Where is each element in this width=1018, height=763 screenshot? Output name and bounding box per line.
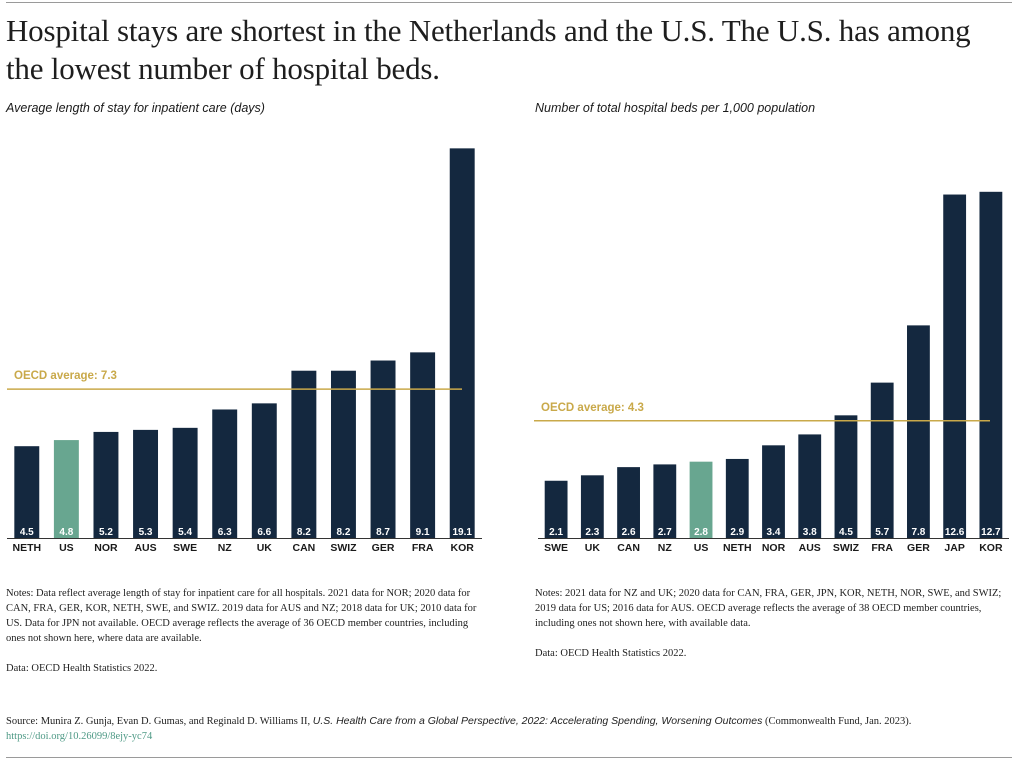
bar-value-label: 6.3 (218, 527, 232, 538)
bar-value-label: 5.7 (875, 527, 889, 538)
source-report-title: U.S. Health Care from a Global Perspecti… (312, 715, 763, 727)
bar-value-label: 8.7 (376, 527, 390, 538)
bar-value-label: 4.5 (839, 527, 853, 538)
bar-value-label: 19.1 (452, 527, 472, 538)
source-suffix: (Commonwealth Fund, Jan. 2023). (762, 716, 912, 727)
bar-value-label: 2.8 (694, 527, 708, 538)
bar-ger (370, 360, 396, 538)
category-label: CAN (293, 542, 316, 554)
bar-jap (943, 194, 967, 539)
bar-can (291, 370, 317, 538)
category-label: SWE (173, 542, 197, 554)
bar-value-label: 4.5 (20, 527, 34, 538)
bar-value-label: 8.2 (337, 527, 351, 538)
category-label: NETH (12, 542, 41, 554)
category-label: KOR (979, 542, 1003, 554)
bar-value-label: 2.3 (585, 527, 599, 538)
category-label: GER (372, 542, 395, 554)
left-notes-text: Notes: Data reflect average length of st… (6, 588, 477, 644)
bar-swe (172, 427, 198, 538)
category-label: NETH (723, 542, 752, 554)
bar-us (689, 461, 713, 538)
bar-value-label: 5.3 (139, 527, 153, 538)
category-label: NZ (658, 542, 673, 554)
category-label: SWIZ (330, 542, 357, 554)
page-title: Hospital stays are shortest in the Nethe… (6, 13, 971, 86)
category-label: AUS (134, 542, 156, 554)
bar-nor (762, 445, 785, 538)
category-label: FRA (412, 542, 434, 554)
bar-swiz (834, 415, 858, 538)
bar-nz (212, 409, 238, 538)
bar-value-label: 5.4 (178, 527, 192, 538)
bar-value-label: 2.7 (658, 527, 672, 538)
bar-nor (93, 431, 119, 538)
category-label: CAN (617, 542, 640, 554)
bar-value-label: 4.8 (59, 527, 73, 538)
category-label: UK (257, 542, 273, 554)
category-label: GER (907, 542, 930, 554)
bottom-rule (6, 757, 1012, 758)
category-label: UK (585, 542, 601, 554)
bar-aus (798, 434, 822, 538)
category-label: AUS (799, 542, 821, 554)
bar-value-label: 2.1 (549, 527, 563, 538)
oecd-average-label: OECD average: 7.3 (14, 370, 117, 382)
bar-value-label: 6.6 (257, 527, 271, 538)
bar-ger (907, 325, 930, 538)
bar-uk (580, 475, 604, 538)
category-label: US (59, 542, 74, 554)
category-label: NZ (218, 542, 233, 554)
right-chart-title: Number of total hospital beds per 1,000 … (535, 101, 816, 115)
right-notes-text: Notes: 2021 data for NZ and UK; 2020 dat… (535, 588, 1002, 629)
bar-value-label: 2.9 (730, 527, 744, 538)
category-label: SWIZ (833, 542, 860, 554)
category-label: NOR (762, 542, 786, 554)
bar-value-label: 3.8 (803, 527, 817, 538)
category-label: US (694, 542, 709, 554)
left-notes-data: Data: OECD Health Statistics 2022. (6, 663, 158, 674)
right-notes-data: Data: OECD Health Statistics 2022. (535, 648, 687, 659)
bar-nz (653, 464, 677, 538)
category-label: KOR (451, 542, 475, 554)
bar-kor (979, 191, 1003, 538)
bar-value-label: 5.2 (99, 527, 113, 538)
oecd-average-label: OECD average: 4.3 (541, 402, 644, 414)
bar-can (617, 467, 640, 538)
bar-value-label: 8.2 (297, 527, 311, 538)
category-label: JAP (944, 542, 964, 554)
bar-uk (251, 403, 277, 538)
source-doi-link[interactable]: https://doi.org/10.26099/8ejy-yc74 (6, 731, 153, 742)
bar-kor (449, 148, 475, 539)
bar-neth (14, 446, 40, 538)
bar-value-label: 12.6 (945, 527, 965, 538)
bar-swe (544, 480, 568, 538)
bar-value-label: 3.4 (767, 527, 781, 538)
bar-fra (870, 382, 894, 538)
source-prefix: Source: Munira Z. Gunja, Evan D. Gumas, … (6, 716, 313, 727)
top-rule (6, 2, 1012, 3)
bar-neth (725, 458, 749, 538)
category-label: NOR (94, 542, 118, 554)
right-notes: Notes: 2021 data for NZ and UK; 2020 dat… (535, 586, 1011, 676)
bar-swiz (330, 370, 356, 538)
category-label: FRA (871, 542, 893, 554)
source-citation: Source: Munira Z. Gunja, Evan D. Gumas, … (6, 714, 1006, 744)
left-chart-title: Average length of stay for inpatient car… (6, 101, 265, 115)
category-label: SWE (544, 542, 568, 554)
bar-value-label: 7.8 (911, 527, 925, 538)
bar-aus (133, 429, 159, 538)
left-notes: Notes: Data reflect average length of st… (6, 586, 482, 691)
bar-value-label: 12.7 (981, 527, 1001, 538)
bar-value-label: 9.1 (416, 527, 430, 538)
bar-us (53, 440, 79, 538)
bar-fra (410, 352, 436, 538)
bar-value-label: 2.6 (622, 527, 636, 538)
